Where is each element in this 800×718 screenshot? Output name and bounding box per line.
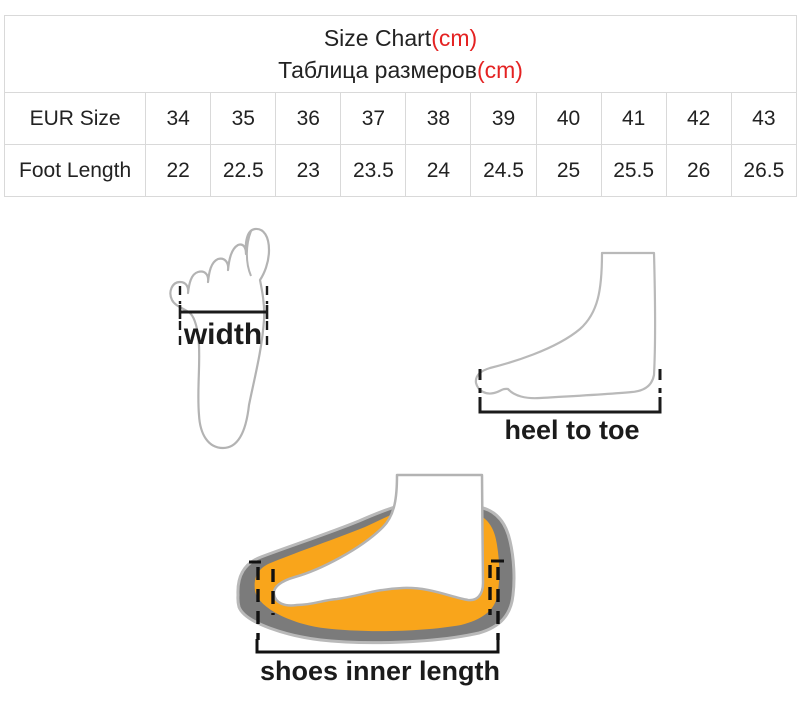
foot-length-cell: 26 [665,144,732,197]
foot-side-diagram [474,251,662,414]
foot-length-cell: 24.5 [470,144,537,197]
foot-length-cell: 23.5 [340,144,407,197]
shoe-cross-section-diagram [236,473,516,654]
foot-sole-outline [169,227,271,450]
width-label: width [183,318,263,351]
eur-size-cell: 43 [730,92,798,145]
foot-length-cell: 25.5 [600,144,667,197]
foot-side-outline [474,251,657,400]
title-en-text: Size Chart [323,25,432,51]
eur-size-cell: 37 [340,92,407,145]
table-title-ru: Таблица размеров(cm) [5,54,796,86]
heel-toe-measure [478,369,662,414]
heel-to-toe-label: heel to toe [504,415,640,445]
foot-length-cell: 23 [275,144,342,197]
eur-size-cell: 36 [275,92,342,145]
shoes-inner-length-label: shoes inner length [259,656,501,686]
width-measure [178,286,269,347]
eur-size-cell: 39 [470,92,537,145]
table-title-en: Size Chart(cm) [5,22,796,54]
eur-size-row: EUR Size 34 35 36 37 38 39 40 41 42 43 [3,92,798,145]
eur-size-cell: 38 [405,92,472,145]
foot-length-row: Foot Length 22 22.5 23 23.5 24 24.5 25 25.5 26 26… [3,144,798,197]
foot-length-cell: 22 [145,144,212,197]
foot-length-cell: 26.5 [730,144,798,197]
big-toe-crease [245,230,252,277]
eur-size-cell: 35 [210,92,277,145]
title-ru-unit: (cm) [476,57,523,83]
table-header-row: Size Chart(cm) Таблица размеров(cm) [4,15,797,93]
eur-size-cell: 42 [665,92,732,145]
table-title-cell: Size Chart(cm) Таблица размеров(cm) [4,15,797,93]
inner-length-measure [249,559,504,654]
foot-length-row-label: Foot Length [3,144,147,197]
title-en-unit: (cm) [431,25,478,51]
foot-length-cell: 22.5 [210,144,277,197]
foot-sole-diagram [169,227,271,450]
size-table: Size Chart(cm) Таблица размеров(cm) EUR … [3,15,798,197]
foot-inside-shoe [272,473,485,607]
foot-length-cell: 24 [405,144,472,197]
foot-length-cell: 25 [535,144,602,197]
title-ru-text: Таблица размеров [278,57,477,83]
eur-size-cell: 40 [535,92,602,145]
eur-size-cell: 41 [600,92,667,145]
eur-size-row-label: EUR Size [3,92,147,145]
eur-size-cell: 34 [145,92,212,145]
